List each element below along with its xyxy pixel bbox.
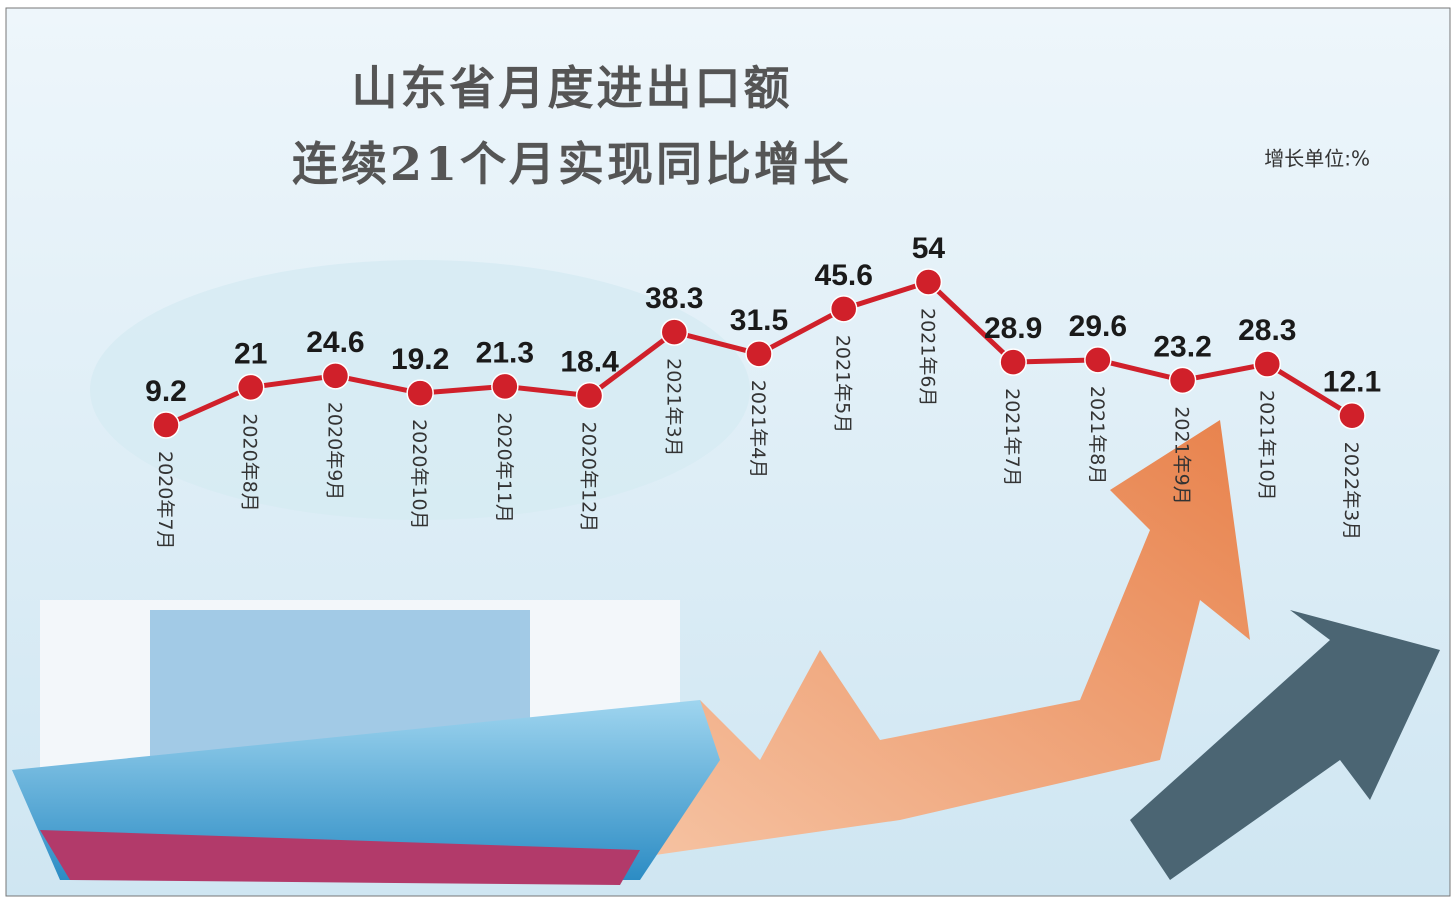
x-tick-label: 2020年7月 (154, 451, 176, 549)
ship-keel (40, 830, 640, 885)
data-point (829, 295, 858, 323)
data-label: 21 (234, 337, 267, 370)
x-tick-label: 2020年11月 (493, 412, 515, 523)
x-tick-label: 2021年3月 (662, 358, 684, 456)
dark-arrow-decoration (1130, 610, 1440, 880)
data-label: 23.2 (1153, 330, 1211, 363)
unit-note: 增长单位:% (1264, 147, 1370, 171)
data-point (914, 268, 943, 296)
x-tick-label: 2020年12月 (578, 422, 600, 533)
data-label: 9.2 (145, 375, 187, 408)
orange-arrow-decoration (620, 420, 1250, 860)
data-point (491, 372, 519, 401)
data-point (575, 381, 604, 410)
x-tick-label: 2021年4月 (747, 380, 769, 478)
data-point (1338, 401, 1366, 430)
data-label: 31.5 (730, 304, 788, 337)
data-point (1253, 350, 1282, 378)
data-label: 38.3 (645, 282, 703, 315)
x-tick-label: 2021年9月 (1171, 406, 1193, 504)
x-tick-label: 2021年5月 (832, 335, 854, 433)
x-tick-label: 2020年10月 (408, 419, 430, 530)
data-label: 28.9 (984, 312, 1042, 345)
data-point (660, 318, 689, 346)
x-tick-label: 2021年8月 (1086, 386, 1108, 484)
data-label: 54 (912, 232, 946, 265)
data-point (1168, 366, 1197, 395)
data-label: 45.6 (815, 259, 873, 292)
data-label: 24.6 (306, 326, 364, 359)
chart-subtitle: 连续21个月实现同比增长 (292, 137, 852, 191)
x-tick-label: 2022年3月 (1340, 442, 1362, 540)
data-label: 21.3 (476, 336, 534, 369)
data-label: 12.1 (1323, 366, 1381, 399)
data-point (236, 373, 265, 402)
x-tick-label: 2021年7月 (1001, 388, 1023, 486)
data-label: 29.6 (1069, 310, 1127, 343)
data-point (406, 379, 434, 407)
data-point (321, 362, 350, 390)
data-point (745, 340, 773, 368)
data-point (1084, 346, 1112, 374)
x-tick-label: 2021年10月 (1255, 390, 1277, 501)
data-point (999, 348, 1027, 376)
chart-title: 山东省月度进出口额 (352, 61, 793, 115)
data-label: 28.3 (1238, 314, 1296, 347)
data-label: 19.2 (391, 343, 449, 376)
x-tick-label: 2021年6月 (916, 308, 938, 406)
x-tick-label: 2020年8月 (239, 413, 261, 511)
data-point (152, 411, 180, 439)
data-label: 18.4 (560, 346, 619, 379)
x-tick-label: 2020年9月 (323, 402, 345, 500)
